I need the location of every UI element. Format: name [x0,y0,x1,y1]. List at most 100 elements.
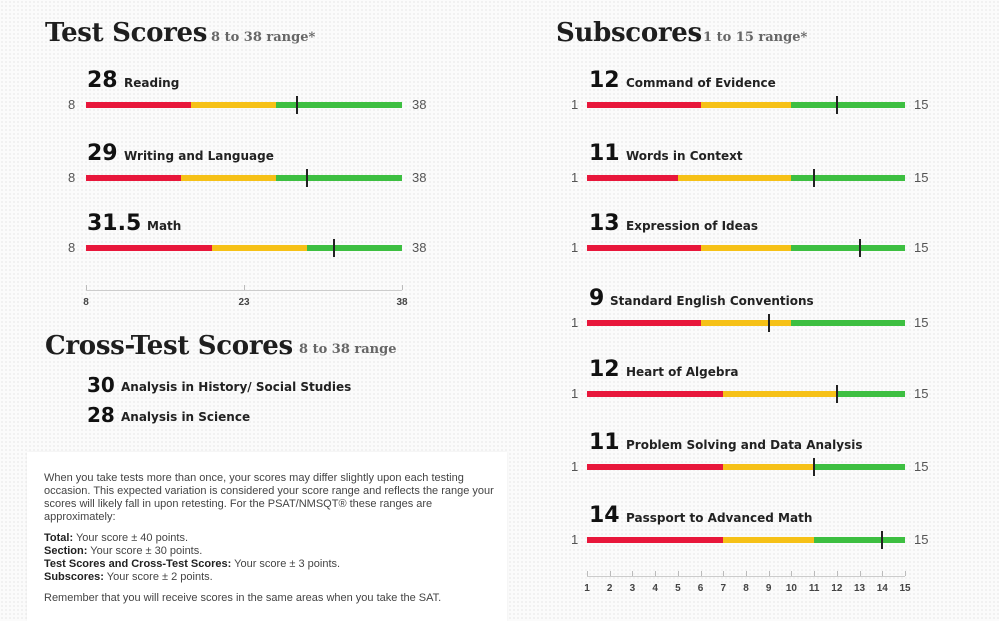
subscore-problem-solving-and-data-analysis-bar-green-segment [814,464,905,470]
test-score-math-score-marker [332,239,335,257]
subscore-passport-to-advanced-math-score-marker [881,531,884,549]
test-score-math-bar-red-segment [86,245,213,251]
subscores-axis-tick-mark-12 [836,571,838,576]
test-score-reading-bar-yellow-segment [191,102,276,108]
note-range-subscores-text: Your score ± 2 points. [103,571,213,583]
subscores-axis-tick-14: 14 [876,583,888,594]
cross-score-history-label: Analysis in History/ Social Studies [121,380,352,394]
subscore-command-of-evidence-bar-yellow-segment [700,102,792,108]
subscore-heart-of-algebra-value: 12 [589,357,620,382]
subscore-passport-to-advanced-math-value: 14 [589,503,620,528]
subscore-words-in-context-value: 11 [589,141,620,166]
cross-test-scores-range: 8 to 38 range [299,342,397,357]
subscore-passport-to-advanced-math-label: Passport to Advanced Math [626,511,813,525]
test-score-writing-and-language-label: Writing and Language [124,149,274,163]
test-score-writing-and-language-score-marker [306,169,309,187]
test-score-reading-bar-green-segment [275,102,402,108]
subscores-axis-tick-mark-3 [632,571,634,576]
subscores-axis-tick-9: 9 [765,583,772,594]
subscores-axis-tick-15: 15 [899,583,911,594]
subscore-standard-english-conventions-value: 9 [589,286,605,311]
subscore-command-of-evidence-bar-red-segment [587,102,701,108]
test-score-math-bar-yellow-segment [212,245,308,251]
subscore-standard-english-conventions-scale-max: 15 [914,315,929,330]
subscores-range: 1 to 15 range* [703,30,808,45]
subscore-command-of-evidence-label: Command of Evidence [626,76,776,90]
subscore-expression-of-ideas-bar-red-segment [587,245,701,251]
note-paragraph-intro: When you take tests more than once, your… [44,472,494,523]
subscore-expression-of-ideas-bar-yellow-segment [700,245,792,251]
subscore-words-in-context-bar-red-segment [587,175,678,181]
subscores-axis-tick-mark-9 [768,571,770,576]
subscore-expression-of-ideas-scale-min: 1 [571,240,579,255]
subscore-command-of-evidence-scale-min: 1 [571,97,579,112]
subscore-standard-english-conventions-bar-yellow-segment [700,320,792,326]
subscore-words-in-context-bar-green-segment [791,175,905,181]
note-range-test-label: Test Scores and Cross-Test Scores: [44,558,232,570]
subscores-axis-tick-4: 4 [652,583,658,594]
subscores-axis-tick-mark-13 [859,571,861,576]
note-range-subscores-label: Subscores: [44,571,104,583]
cross-score-science-label: Analysis in Science [121,410,251,424]
subscores-axis-tick-10: 10 [785,583,797,594]
subscores-axis-tick-11: 11 [808,583,820,594]
subscores-axis-tick-mark-14 [882,571,884,576]
subscore-problem-solving-and-data-analysis-scale-min: 1 [571,459,579,474]
subscore-command-of-evidence-bar [587,96,905,114]
subscores-axis-tick-5: 5 [675,583,681,594]
test-scores-axis-tick-8: 8 [83,297,89,308]
subscore-expression-of-ideas-score-marker [858,239,861,257]
subscores-axis-tick-12: 12 [831,583,843,594]
subscore-passport-to-advanced-math-scale-max: 15 [914,532,929,547]
subscore-words-in-context-scale-min: 1 [571,170,579,185]
test-scores-range: 8 to 38 range* [211,30,316,45]
subscore-heart-of-algebra-bar-green-segment [836,391,905,397]
subscore-heart-of-algebra-bar-yellow-segment [723,391,837,397]
test-score-reading-score-marker [295,96,298,114]
note-range-subscores: Subscores: Your score ± 2 points. [44,571,499,584]
subscore-passport-to-advanced-math-bar [587,531,905,549]
subscore-problem-solving-and-data-analysis-scale-max: 15 [914,459,929,474]
subscore-command-of-evidence-value: 12 [589,68,620,93]
subscore-problem-solving-and-data-analysis-score-marker [813,458,816,476]
subscore-standard-english-conventions-bar-red-segment [587,320,701,326]
score-range-note: When you take tests more than once, your… [27,452,507,621]
note-range-total-label: Total: [44,532,74,544]
subscores-axis-tick-mark-11 [814,571,816,576]
subscore-expression-of-ideas-label: Expression of Ideas [626,219,759,233]
subscore-passport-to-advanced-math-bar-green-segment [814,537,905,543]
subscore-passport-to-advanced-math-bar-yellow-segment [723,537,815,543]
subscore-command-of-evidence-score-marker [835,96,838,114]
test-score-math-bar [86,239,402,257]
test-score-writing-and-language-bar [86,169,402,187]
subscore-standard-english-conventions-label: Standard English Conventions [610,294,814,308]
test-scores-axis-tick-mark-38 [402,285,403,290]
subscore-command-of-evidence-scale-max: 15 [914,97,929,112]
note-paragraph-reminder: Remember that you will receive scores in… [44,592,442,604]
subscore-heart-of-algebra-bar-red-segment [587,391,724,397]
test-score-math-bar-green-segment [307,245,402,251]
subscores-axis-tick-13: 13 [854,583,866,594]
subscore-passport-to-advanced-math-scale-min: 1 [571,532,579,547]
test-score-writing-and-language-scale-max: 38 [412,170,427,185]
subscore-heart-of-algebra-scale-max: 15 [914,386,929,401]
subscores-title: Subscores [556,18,702,48]
subscore-problem-solving-and-data-analysis-label: Problem Solving and Data Analysis [626,438,863,452]
subscores-axis-tick-mark-15 [905,571,906,576]
subscore-expression-of-ideas-bar [587,239,905,257]
test-score-reading-value: 28 [87,68,118,93]
test-score-math-value: 31.5 [87,211,142,236]
test-score-writing-and-language-value: 29 [87,141,118,166]
test-scores-axis-line [86,290,402,291]
note-range-test: Test Scores and Cross-Test Scores: Your … [44,558,499,571]
subscore-words-in-context-label: Words in Context [626,149,743,163]
subscore-standard-english-conventions-score-marker [767,314,770,332]
subscores-axis-tick-3: 3 [629,583,636,594]
note-range-section-label: Section: [44,545,88,557]
subscore-command-of-evidence-bar-green-segment [791,102,905,108]
test-score-writing-and-language-bar-red-segment [86,175,181,181]
test-scores-axis-tick-mark-23 [244,285,245,290]
note-range-total: Total: Your score ± 40 points. [44,532,499,545]
subscore-expression-of-ideas-bar-green-segment [791,245,905,251]
note-range-list: Total: Your score ± 40 points. Section: … [44,532,499,584]
